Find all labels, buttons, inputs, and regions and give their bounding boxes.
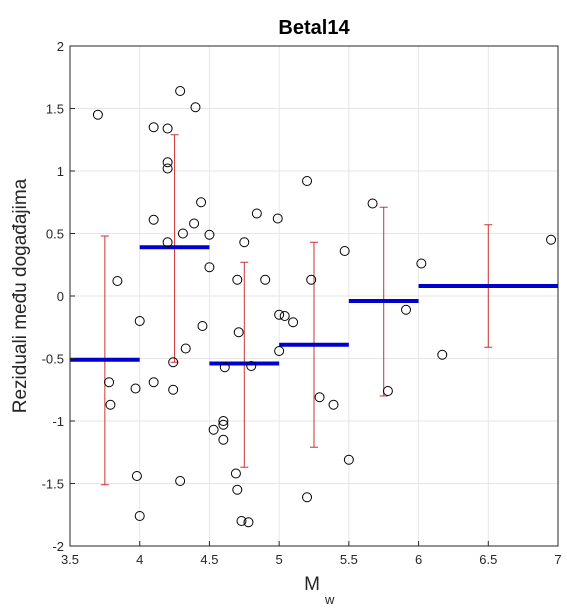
data-point	[218, 434, 229, 445]
data-point	[175, 86, 186, 96]
data-point	[306, 274, 317, 285]
y-tick-label: 0	[57, 289, 64, 304]
x-tick-label: 6.5	[479, 552, 497, 567]
y-tick-label: 2	[57, 39, 64, 54]
y-tick-label: -1.5	[42, 477, 64, 492]
data-point	[251, 208, 262, 219]
data-point	[190, 102, 201, 113]
data-point	[218, 416, 229, 426]
data-point	[196, 197, 207, 208]
x-axis-label: M	[304, 574, 320, 595]
data-point	[148, 214, 159, 225]
data-point	[204, 262, 215, 273]
data-point	[274, 346, 285, 356]
data-point	[104, 377, 115, 388]
data-point	[288, 317, 299, 328]
data-point	[189, 218, 200, 229]
y-tick-label: -0.5	[42, 352, 64, 367]
data-point	[162, 163, 173, 174]
data-point	[274, 309, 285, 320]
data-point	[197, 321, 208, 331]
data-point	[328, 399, 339, 410]
x-tick-label: 4.5	[200, 552, 218, 567]
x-tick-label: 6	[415, 552, 422, 567]
data-point	[343, 454, 354, 465]
data-point	[130, 383, 141, 394]
data-point	[131, 471, 142, 481]
data-point	[105, 399, 116, 410]
data-point	[162, 237, 173, 248]
data-points	[92, 86, 557, 528]
data-point	[246, 361, 257, 371]
x-tick-label: 5.5	[340, 552, 358, 567]
data-point	[302, 176, 313, 186]
y-tick-label: 1.5	[46, 102, 64, 117]
data-point	[236, 516, 247, 526]
data-point	[134, 511, 145, 521]
x-tick-label: 3.5	[61, 552, 79, 567]
y-tick-label: 0.5	[46, 227, 64, 242]
x-tick-label: 7	[554, 552, 561, 567]
data-point	[260, 274, 271, 285]
data-point	[382, 386, 393, 396]
data-point	[148, 377, 159, 388]
data-point	[233, 327, 244, 338]
bin-means	[70, 245, 558, 366]
data-point	[219, 362, 230, 373]
data-point	[175, 476, 186, 486]
data-point	[339, 246, 350, 256]
data-point	[180, 343, 191, 354]
data-point	[279, 311, 290, 321]
y-axis-ticks: -2 -1.5 -1 -0.5 0 0.5 1 1.5 2	[42, 39, 75, 554]
data-point	[243, 517, 254, 528]
data-point	[302, 492, 313, 503]
data-point	[168, 357, 179, 368]
data-point	[162, 123, 173, 134]
data-point	[272, 213, 283, 224]
data-point	[208, 424, 219, 435]
data-point	[232, 274, 243, 285]
y-axis-label: Reziduali među događajima	[10, 178, 31, 413]
data-point	[230, 468, 241, 479]
data-point	[148, 122, 159, 133]
data-point	[204, 229, 215, 240]
y-tick-label: -2	[52, 539, 64, 554]
data-point	[437, 349, 448, 360]
data-point	[239, 237, 250, 248]
data-point	[168, 384, 179, 395]
x-tick-label: 5	[276, 552, 283, 567]
data-point	[218, 419, 229, 430]
data-point	[546, 234, 557, 245]
data-point	[314, 392, 325, 403]
data-point	[112, 276, 123, 286]
data-point	[134, 316, 145, 326]
data-point	[401, 304, 412, 315]
x-axis-ticks: 3.5 4 4.5 5 5.5 6 6.5 7	[61, 541, 562, 567]
data-point	[92, 109, 103, 120]
data-point	[177, 228, 188, 239]
y-tick-label: 1	[57, 164, 64, 179]
data-point	[162, 157, 173, 168]
y-tick-label: -1	[52, 414, 64, 429]
data-point	[416, 258, 427, 269]
data-point	[232, 484, 243, 495]
data-point	[367, 198, 378, 209]
chart-title: Betal14	[278, 17, 350, 39]
x-axis-label-subscript: w	[324, 592, 335, 607]
x-tick-label: 4	[136, 552, 143, 567]
